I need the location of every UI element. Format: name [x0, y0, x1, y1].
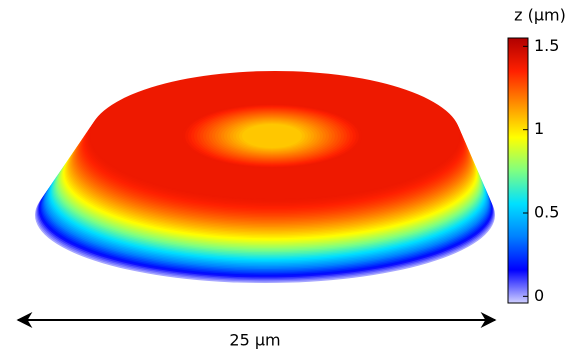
colorbar-tick-label: 0 [534, 286, 544, 305]
colorbar-tick-label: 1 [534, 119, 544, 138]
surface [35, 71, 495, 283]
scale-bar-label: 25 µm [229, 331, 280, 350]
colorbar-tick-label: 1.5 [534, 36, 559, 55]
colorbar-tick-label: 0.5 [534, 203, 559, 222]
colorbar-label: z (µm) [514, 6, 566, 25]
colorbar [507, 37, 529, 304]
